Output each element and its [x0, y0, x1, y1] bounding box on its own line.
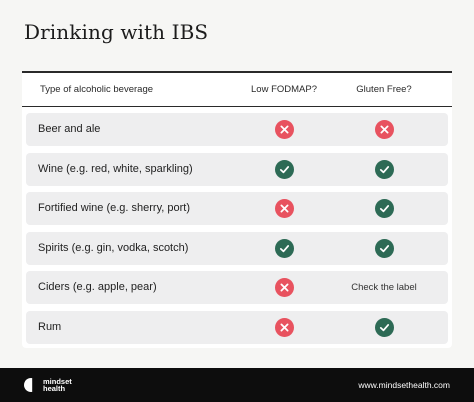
brand-name-line1: mindset [43, 376, 72, 386]
check-icon [374, 238, 394, 258]
page-title: Drinking with IBS [24, 20, 209, 44]
gluten-free-cell [336, 232, 432, 265]
website-link[interactable]: www.mindsethealth.com [358, 380, 450, 390]
beverage-label: Fortified wine (e.g. sherry, port) [38, 202, 191, 214]
gluten-free-cell: Check the label [336, 271, 432, 304]
beverage-label: Beer and ale [38, 123, 101, 135]
header-gluten-free: Gluten Free? [356, 84, 412, 95]
table-header: Type of alcoholic beverage Low FODMAP? G… [22, 72, 452, 107]
low-fodmap-cell [236, 192, 332, 225]
beverage-label: Spirits (e.g. gin, vodka, scotch) [38, 241, 189, 254]
gluten-free-cell [336, 113, 432, 146]
cross-icon [274, 317, 294, 337]
brand-logo-icon [24, 378, 38, 392]
check-icon [374, 317, 394, 337]
table-row: Fortified wine (e.g. sherry, port) [26, 192, 448, 225]
header-low-fodmap: Low FODMAP? [251, 84, 317, 95]
header-rule [22, 105, 452, 107]
cross-icon [274, 278, 294, 297]
low-fodmap-cell [236, 271, 332, 304]
table-row: Ciders (e.g. apple, pear) Check the label [26, 271, 448, 304]
low-fodmap-cell [236, 113, 332, 146]
gluten-free-cell [336, 153, 432, 186]
beverage-label: Ciders (e.g. apple, pear) [38, 281, 157, 293]
beverage-table: Type of alcoholic beverage Low FODMAP? G… [22, 71, 452, 348]
cross-icon [274, 120, 294, 139]
check-icon [374, 159, 394, 179]
check-icon [374, 199, 394, 218]
brand-name: mindset health [43, 376, 72, 393]
brand-logo: mindset health [24, 376, 72, 394]
header-beverage-type: Type of alcoholic beverage [40, 84, 154, 95]
low-fodmap-cell [236, 232, 332, 265]
gluten-free-cell [336, 192, 432, 225]
footer: mindset health www.mindsethealth.com [0, 368, 474, 402]
table-row: Wine (e.g. red, white, sparkling) [26, 152, 448, 186]
low-fodmap-cell [236, 153, 332, 186]
gluten-free-cell [336, 311, 432, 344]
cross-icon [374, 120, 394, 139]
beverage-label: Wine (e.g. red, white, sparkling) [38, 162, 193, 175]
check-icon [274, 159, 294, 179]
low-fodmap-cell [236, 311, 332, 344]
beverage-label: Rum [38, 320, 62, 333]
brand-name-line2: health [43, 384, 66, 393]
table-top-rule [22, 71, 452, 73]
table-row: Spirits (e.g. gin, vodka, scotch) [26, 231, 448, 265]
check-icon [274, 238, 294, 258]
table-row: Rum [26, 310, 448, 344]
note-text: Check the label [351, 282, 417, 293]
table-row: Beer and ale [26, 113, 448, 146]
cross-icon [274, 199, 294, 218]
